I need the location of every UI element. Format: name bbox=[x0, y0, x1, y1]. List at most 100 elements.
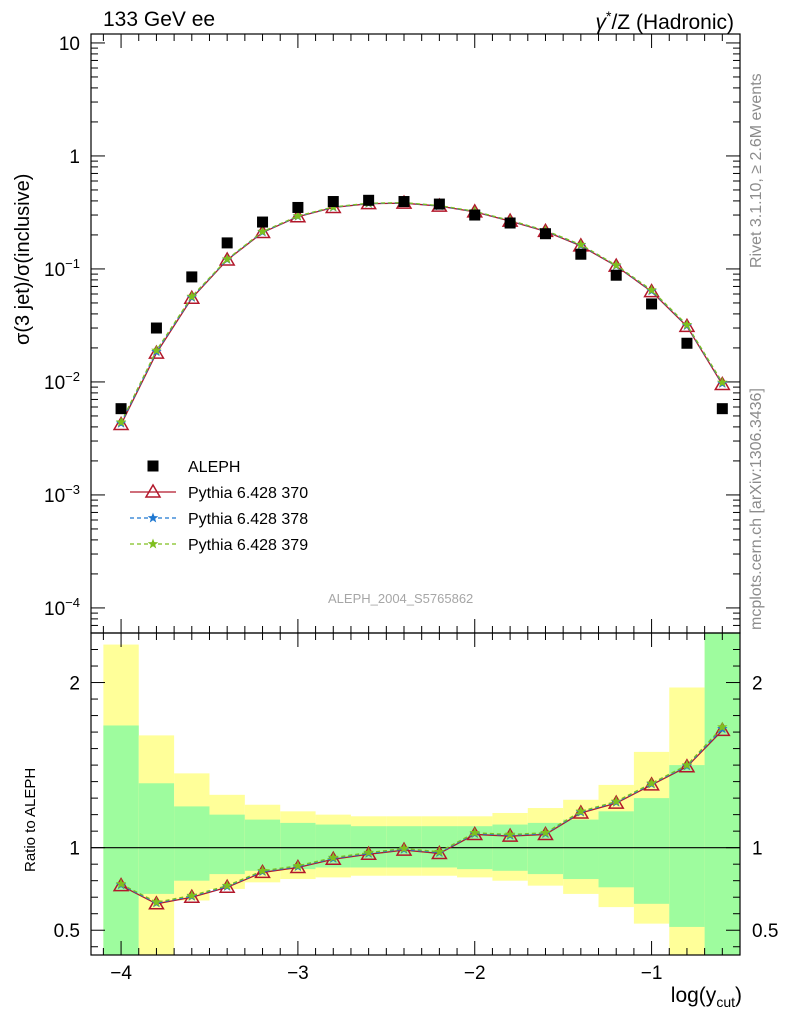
main-point-pythia-370 bbox=[643, 283, 660, 298]
header-right-rest: /Z (Hadronic) bbox=[611, 11, 734, 34]
legend-label: ALEPH bbox=[188, 459, 240, 476]
ratio-point-pythia-379 bbox=[610, 795, 622, 806]
ratio-y-tick-label-right: 1 bbox=[752, 839, 763, 860]
ratio-point-pythia-370 bbox=[431, 844, 448, 860]
ratio-y-tick-label-right: 0.5 bbox=[752, 921, 778, 942]
main-point-aleph bbox=[539, 228, 551, 240]
ratio-point-pythia-370 bbox=[678, 758, 696, 773]
ratio-point-pythia-379 bbox=[257, 865, 268, 876]
main-point-pythia-370 bbox=[148, 344, 165, 359]
main-point-aleph bbox=[327, 196, 339, 208]
legend-marker-star bbox=[147, 512, 159, 523]
legend-label: Pythia 6.428 378 bbox=[188, 511, 308, 528]
inner-band-bin bbox=[669, 765, 705, 927]
main-y-tick-exponent: −4 bbox=[65, 595, 80, 610]
ratio-point-pythia-379 bbox=[186, 890, 198, 900]
x-axis-label-close: ) bbox=[735, 984, 742, 1007]
ratio-line-379 bbox=[120, 726, 723, 903]
inner-band-bin bbox=[174, 806, 210, 881]
ratio-frame-box bbox=[90, 632, 741, 956]
header-left: 133 GeV ee bbox=[103, 8, 216, 31]
ratio-line-378 bbox=[120, 728, 723, 904]
main-y-tick-mantissa: 10 bbox=[44, 486, 65, 507]
main-point-aleph bbox=[186, 271, 198, 283]
main-y-tick-mantissa: 10 bbox=[44, 260, 65, 281]
ratio-y-tick-label-right: 2 bbox=[752, 674, 763, 695]
ratio-point-pythia-370 bbox=[112, 877, 130, 892]
main-y-tick-mantissa: 10 bbox=[44, 373, 65, 394]
main-point-aleph bbox=[257, 216, 269, 228]
legend-marker-triangle bbox=[144, 483, 162, 498]
main-point-pythia-379 bbox=[717, 376, 728, 387]
main-y-tick-label: 10−3 bbox=[44, 482, 80, 507]
main-y-tick-mantissa: 1 bbox=[69, 147, 80, 168]
main-point-aleph bbox=[398, 196, 410, 208]
main-y-tick-label: 10 bbox=[59, 34, 80, 55]
main-point-aleph bbox=[433, 198, 445, 210]
inner-band-bin bbox=[598, 811, 634, 888]
header-right: γ*/Z (Hadronic) bbox=[596, 8, 734, 35]
ratio-point-pythia-379 bbox=[115, 878, 127, 889]
main-y-tick-label: 10−1 bbox=[44, 256, 80, 281]
ratio-y-tick-label-left: 1 bbox=[69, 839, 80, 860]
ratio-point-pythia-379 bbox=[681, 759, 693, 770]
main-point-pythia-379 bbox=[186, 291, 198, 301]
main-panel-series bbox=[112, 194, 731, 431]
main-point-pythia-379 bbox=[610, 259, 622, 270]
ratio-point-pythia-379 bbox=[363, 847, 374, 858]
main-point-pythia-379 bbox=[221, 253, 233, 264]
ratio-point-pythia-379 bbox=[575, 805, 587, 816]
x-axis-label-main: log(y bbox=[670, 984, 717, 1007]
ratio-y-tick-label-left: 2 bbox=[69, 674, 80, 695]
inner-band-bin bbox=[704, 633, 740, 955]
ratio-uncertainty-bands bbox=[103, 633, 740, 955]
x-tick-label: −1 bbox=[641, 963, 663, 984]
legend-marker-star bbox=[147, 538, 159, 549]
main-point-aleph bbox=[469, 209, 481, 221]
ratio-point-pythia-379 bbox=[469, 827, 480, 838]
main-point-pythia-370 bbox=[714, 375, 731, 391]
main-point-aleph bbox=[363, 194, 375, 206]
legend-marker-aleph bbox=[147, 460, 159, 472]
inner-band-bin bbox=[563, 819, 599, 880]
main-point-aleph bbox=[221, 237, 233, 249]
main-point-pythia-379 bbox=[257, 226, 268, 237]
ratio-point-pythia-379 bbox=[646, 777, 657, 788]
main-point-aleph bbox=[150, 322, 162, 334]
legend-label: Pythia 6.428 379 bbox=[188, 537, 308, 554]
ratio-point-pythia-379 bbox=[292, 860, 304, 871]
ratio-point-pythia-370 bbox=[572, 804, 590, 819]
main-y-tick-label: 1 bbox=[69, 147, 80, 168]
main-y-tick-exponent: −1 bbox=[65, 256, 80, 271]
main-y-tick-mantissa: 10 bbox=[59, 34, 80, 55]
x-tick-label: −4 bbox=[110, 963, 132, 984]
inner-band-bin bbox=[633, 798, 670, 904]
inner-band-bin bbox=[209, 814, 245, 875]
main-y-tick-mantissa: 10 bbox=[44, 599, 65, 620]
ratio-point-pythia-370 bbox=[607, 794, 625, 809]
main-point-pythia-379 bbox=[681, 319, 693, 330]
main-line-379 bbox=[120, 202, 723, 423]
ratio-point-pythia-379 bbox=[151, 896, 162, 907]
ratio-panel-series bbox=[112, 721, 731, 910]
main-point-aleph bbox=[115, 403, 127, 415]
ratio-point-pythia-379 bbox=[434, 846, 445, 857]
main-line-378 bbox=[120, 202, 723, 424]
main-line-370 bbox=[120, 202, 723, 425]
x-axis-label: log(ycut) bbox=[671, 984, 742, 1010]
main-point-aleph bbox=[504, 217, 516, 229]
ratio-point-pythia-379 bbox=[504, 828, 516, 839]
inner-band-bin bbox=[138, 783, 175, 894]
main-point-pythia-370 bbox=[183, 289, 201, 305]
analysis-id-label: ALEPH_2004_S5765862 bbox=[328, 591, 474, 606]
header-right-star: * bbox=[606, 8, 612, 24]
main-y-tick-label: 10−4 bbox=[44, 595, 80, 620]
mcplots-label: mcplots.cern.ch [arXiv:1306.3436] bbox=[748, 388, 765, 630]
main-y-tick-exponent: −3 bbox=[65, 482, 80, 497]
ratio-y-axis-label: Ratio to ALEPH bbox=[22, 767, 39, 872]
ratio-y-tick-label-left: 0.5 bbox=[54, 921, 80, 942]
main-point-aleph bbox=[716, 403, 728, 415]
ratio-point-pythia-370 bbox=[714, 721, 731, 737]
